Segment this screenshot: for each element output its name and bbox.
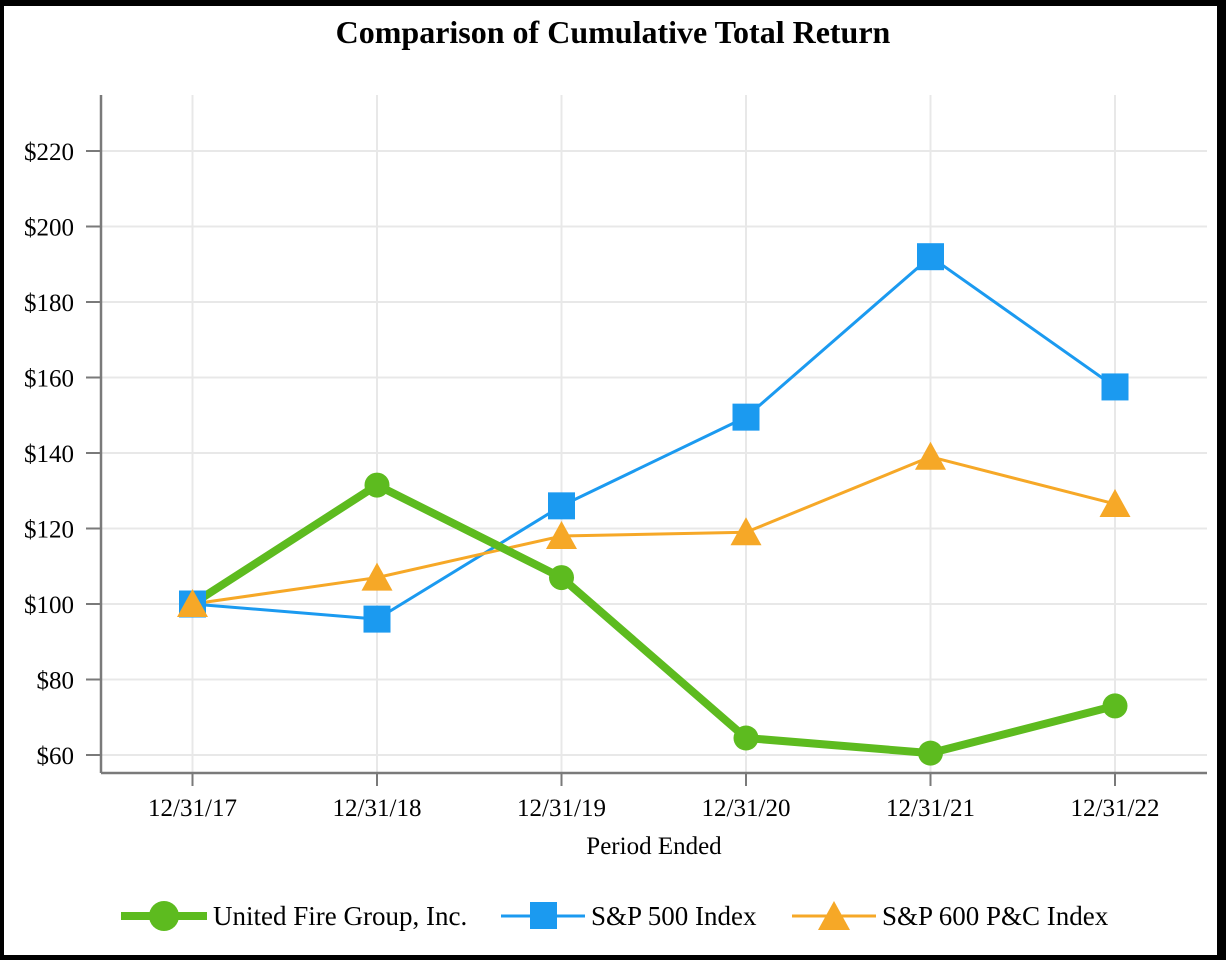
- legend-item-sp500: S&P 500 Index: [501, 898, 757, 934]
- x-tick-label: 12/31/21: [886, 795, 975, 822]
- data-point-square: [1101, 373, 1129, 401]
- data-point-circle: [549, 565, 574, 591]
- line-square-marker-icon: [501, 902, 585, 929]
- legend-label-sp500: S&P 500 Index: [591, 900, 757, 931]
- series-line-0: [188, 481, 1119, 758]
- series-line-1: [191, 255, 1117, 621]
- y-tick-label: $160: [24, 366, 74, 393]
- y-tick-label: $200: [24, 215, 74, 242]
- y-tick-label: $80: [37, 668, 75, 695]
- data-point-triangle: [361, 562, 393, 591]
- legend-item-united-fire-group: United Fire Group, Inc.: [121, 898, 467, 934]
- data-point-triangle: [177, 589, 208, 617]
- data-point-square: [917, 243, 944, 271]
- y-tick-label: $60: [37, 743, 75, 770]
- x-tick-label: 12/31/17: [148, 795, 237, 822]
- x-tick-label: 12/31/18: [333, 795, 422, 822]
- data-point-triangle: [1099, 488, 1131, 517]
- data-point-triangle: [915, 441, 946, 470]
- line-circle-marker-icon: [121, 901, 207, 931]
- line-triangle-marker-icon: [792, 901, 876, 930]
- data-point-square: [548, 492, 575, 520]
- legend-item-sp600-pc: S&P 600 P&C Index: [792, 898, 1108, 934]
- data-point-circle: [918, 740, 943, 766]
- y-tick-label: $100: [24, 592, 74, 619]
- legend-label-united-fire-group: United Fire Group, Inc.: [213, 900, 468, 931]
- y-tick-label: $140: [24, 441, 74, 468]
- data-point-triangle: [730, 517, 762, 546]
- x-tick-label: 12/31/22: [1071, 795, 1160, 822]
- series-line-2: [191, 455, 1117, 606]
- data-point-square: [732, 403, 760, 431]
- y-tick-label: $180: [24, 290, 74, 317]
- legend: United Fire Group, Inc. S&P 500 Index S&…: [0, 898, 1226, 938]
- chart-title: Comparison of Cumulative Total Return: [335, 14, 891, 50]
- data-point-triangle: [546, 521, 577, 550]
- x-tick-label: 12/31/19: [517, 795, 606, 822]
- data-point-circle: [733, 725, 759, 751]
- x-axis-title: Period Ended: [586, 833, 722, 860]
- x-tick-label: 12/31/20: [702, 795, 791, 822]
- data-point-square: [363, 605, 391, 633]
- legend-label-sp600-pc: S&P 600 P&C Index: [882, 900, 1109, 931]
- data-point-circle: [1102, 693, 1128, 719]
- y-tick-label: $120: [24, 517, 74, 544]
- data-point-circle: [364, 472, 390, 498]
- y-tick-label: $220: [24, 139, 74, 166]
